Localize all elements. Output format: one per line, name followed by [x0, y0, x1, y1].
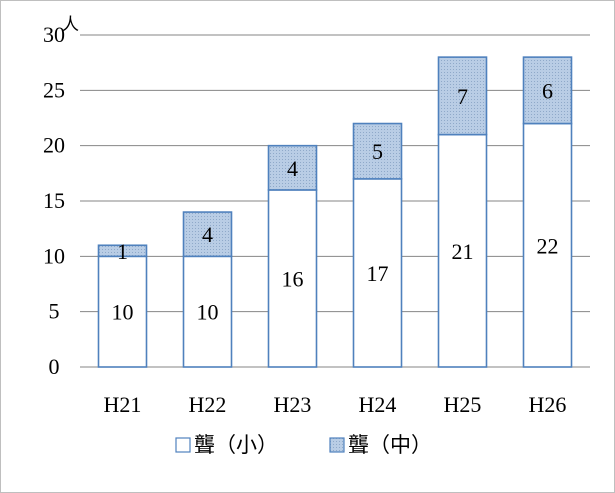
x-tick-label: H26 [529, 392, 567, 417]
y-tick-label: 30 [43, 22, 65, 47]
data-label-small-H24: 17 [367, 261, 389, 286]
bar-small-H23 [267, 189, 318, 368]
bar-middle-H25 [437, 56, 488, 136]
bar-middle-H24 [352, 122, 403, 180]
bar-middle-H23 [267, 144, 318, 191]
legend-swatch-middle [329, 437, 345, 453]
x-tick-label: H22 [189, 392, 227, 417]
legend-label-small: 聾（小） [194, 433, 278, 457]
data-label-small-H26: 22 [537, 233, 559, 258]
bar-middle-H26 [522, 56, 573, 125]
y-tick-label: 10 [43, 243, 65, 268]
y-tick-label: 0 [49, 354, 60, 379]
bar-middle-H21 [97, 244, 148, 258]
y-tick-label: 15 [43, 188, 65, 213]
data-label-small-H25: 21 [452, 239, 474, 264]
data-label-small-H21: 10 [112, 300, 134, 325]
bar-middle-H22 [182, 211, 233, 258]
data-label-middle-H24: 5 [372, 139, 383, 164]
data-label-middle-H22: 4 [202, 222, 213, 247]
x-tick-label: H25 [444, 392, 482, 417]
x-tick-label: H24 [359, 392, 397, 417]
legend-swatch-small [175, 437, 191, 453]
data-label-middle-H23: 4 [287, 156, 298, 181]
x-tick-label: H21 [104, 392, 142, 417]
legend-label-middle: 聾（中） [348, 433, 432, 457]
y-tick-label: 20 [43, 133, 65, 158]
bar-small-H24 [352, 178, 403, 368]
y-tick-label: 25 [43, 77, 65, 102]
bar-small-H25 [437, 133, 488, 368]
x-tick-label: H23 [274, 392, 312, 417]
y-tick-label: 5 [49, 299, 60, 324]
y-unit-label: 人 [62, 15, 79, 35]
data-label-middle-H21: 1 [117, 239, 128, 264]
data-label-small-H22: 10 [197, 300, 219, 325]
data-label-middle-H26: 6 [542, 78, 553, 103]
data-label-middle-H25: 7 [457, 84, 468, 109]
data-label-small-H23: 16 [282, 266, 304, 291]
bar-small-H21 [97, 255, 148, 368]
